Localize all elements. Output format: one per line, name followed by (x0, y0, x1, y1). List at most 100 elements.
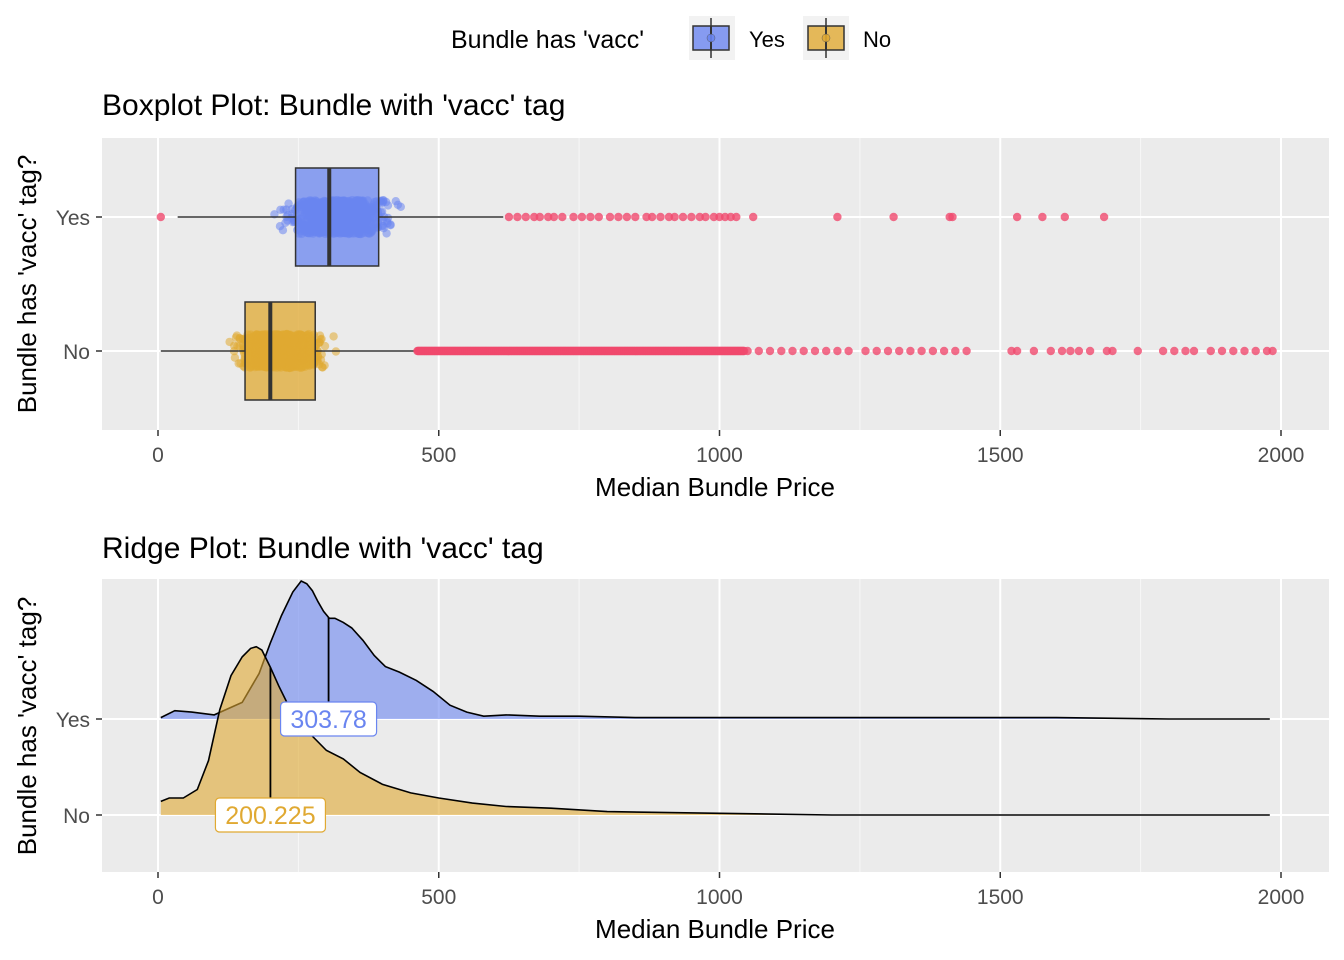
outlier-point (951, 346, 960, 356)
boxplot-x-ticks: 0 500 1000 1500 2000 (152, 430, 1304, 467)
outlier-point (1046, 346, 1056, 356)
outlier-point (749, 212, 758, 222)
y-tick-label: Yes (56, 207, 90, 230)
outlier-point (513, 212, 522, 222)
outlier-point (670, 212, 679, 222)
outlier-point (701, 212, 710, 222)
outlier-point (614, 212, 623, 222)
median-label-box-yes (279, 701, 378, 737)
outlier-point (1066, 346, 1075, 356)
outlier-point (156, 212, 165, 222)
outlier-point (1240, 346, 1249, 356)
data-point (234, 359, 243, 368)
outlier-point (647, 212, 657, 222)
median-label-yes: 303.78 (290, 706, 366, 734)
y-tick-label: Yes (56, 709, 90, 732)
outlier-point (1029, 346, 1039, 356)
outlier-point (948, 212, 957, 222)
outlier-point (622, 212, 632, 222)
outlier-point (1170, 346, 1179, 356)
data-point (317, 350, 326, 359)
data-point (378, 216, 387, 226)
median-label-no: 200.225 (225, 802, 315, 830)
x-tick-label: 500 (421, 444, 456, 467)
x-tick-label: 500 (421, 886, 456, 909)
outlier-point (833, 346, 842, 356)
outlier-point (558, 212, 567, 222)
legend-label-no: No (863, 27, 891, 52)
outlier-point (504, 212, 514, 222)
ridge-chart: Ridge Plot: Bundle with 'vacc' tag 303.7… (12, 532, 1329, 944)
legend-label-yes: Yes (749, 27, 785, 52)
median-label-box-no (214, 797, 327, 833)
outlier-point (535, 212, 544, 222)
outlier-point (788, 346, 797, 356)
outlier-point (1251, 346, 1260, 356)
outlier-point (765, 346, 775, 356)
ridge-xlabel: Median Bundle Price (595, 914, 835, 944)
outlier-point (889, 212, 898, 222)
outlier-point (872, 346, 881, 356)
outlier-point (822, 346, 831, 356)
ridge-ylabel: Bundle has 'vacc' tag? (12, 597, 42, 856)
outliers-yes (156, 212, 1109, 222)
outlier-point (1038, 212, 1047, 222)
boxplot-marks (156, 167, 1277, 401)
outlier-point (928, 346, 938, 356)
outlier-point (1229, 346, 1238, 356)
outlier-point (917, 346, 926, 356)
outlier-point (1158, 346, 1168, 356)
outlier-point (1206, 346, 1216, 356)
ridge-line-yes (160, 579, 1270, 720)
outlier-point (1133, 346, 1143, 356)
outlier-point (656, 212, 665, 222)
legend-key-no (803, 16, 849, 60)
outlier-point (833, 212, 842, 222)
outlier-point (678, 212, 688, 222)
legend-key-yes (689, 16, 735, 60)
x-tick-label: 0 (152, 444, 164, 467)
outlier-point (549, 212, 559, 222)
outlier-point (1099, 212, 1109, 222)
boxplot-ylabel: Bundle has 'vacc' tag? (12, 155, 42, 414)
boxplot-title: Boxplot Plot: Bundle with 'vacc' tag (102, 89, 565, 122)
ridge-line-no (160, 645, 1270, 816)
outlier-point (777, 346, 786, 356)
boxplot-y-ticks: Yes No (56, 207, 102, 364)
outlier-point (631, 212, 640, 222)
x-tick-label: 2000 (1258, 886, 1305, 909)
outlier-point (1085, 346, 1095, 356)
outlier-point (1181, 346, 1190, 356)
data-point (318, 363, 327, 372)
outlier-point (1012, 346, 1022, 356)
outlier-point (844, 346, 853, 356)
box-no (244, 301, 316, 401)
outlier-point (521, 212, 530, 222)
data-point (278, 226, 288, 235)
outlier-point (687, 212, 696, 222)
outliers-no (743, 346, 1277, 356)
x-tick-label: 1500 (977, 444, 1024, 467)
outlier-point (594, 212, 603, 222)
x-tick-label: 1000 (696, 444, 743, 467)
data-point (329, 332, 338, 341)
outlier-point (732, 212, 741, 222)
y-tick-label: No (63, 805, 90, 828)
outlier-point (1012, 212, 1022, 222)
data-point (279, 205, 288, 214)
outlier-point (1057, 346, 1067, 356)
outlier-point (1217, 346, 1227, 356)
ridge-y-ticks: Yes No (56, 709, 102, 828)
x-tick-label: 0 (152, 886, 164, 909)
legend: Bundle has 'vacc' Yes No (451, 16, 891, 60)
outlier-point (939, 346, 949, 356)
x-tick-label: 1500 (977, 886, 1024, 909)
ridge-title: Ridge Plot: Bundle with 'vacc' tag (102, 532, 544, 565)
outlier-point (1060, 212, 1070, 222)
x-tick-label: 2000 (1258, 444, 1305, 467)
outlier-point (569, 212, 578, 222)
outlier-point (883, 346, 893, 356)
outlier-point (962, 346, 971, 356)
outlier-point (1268, 346, 1277, 356)
